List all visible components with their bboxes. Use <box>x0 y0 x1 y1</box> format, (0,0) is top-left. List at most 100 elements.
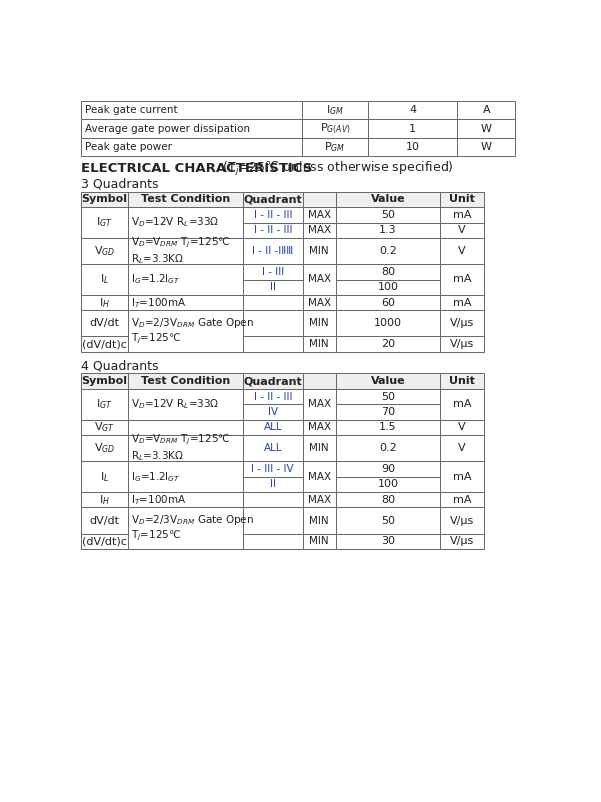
Bar <box>128 207 243 238</box>
Bar <box>303 533 335 549</box>
Text: 50: 50 <box>381 391 395 402</box>
Bar <box>243 404 303 419</box>
Text: Peak gate power: Peak gate power <box>85 142 172 152</box>
Text: 80: 80 <box>381 495 395 504</box>
Text: dV/dt: dV/dt <box>90 318 120 328</box>
Bar <box>335 207 440 222</box>
Bar <box>440 192 484 207</box>
Text: MIN: MIN <box>310 537 329 546</box>
Text: W: W <box>481 124 492 134</box>
Bar <box>440 337 484 352</box>
Bar <box>303 310 335 337</box>
Bar <box>303 419 335 435</box>
Bar <box>335 222 440 238</box>
Bar <box>128 295 243 310</box>
Bar <box>243 238 303 264</box>
Bar <box>243 310 303 337</box>
Text: ALL: ALL <box>263 423 282 432</box>
Text: 60: 60 <box>381 298 395 308</box>
Text: 20: 20 <box>381 339 395 349</box>
Text: 70: 70 <box>381 407 395 417</box>
Bar <box>303 461 335 492</box>
Text: V: V <box>458 444 466 453</box>
Text: 0.2: 0.2 <box>379 444 397 453</box>
Text: 1.5: 1.5 <box>379 423 397 432</box>
Text: V/μs: V/μs <box>450 516 474 525</box>
Text: MIN: MIN <box>310 246 329 256</box>
Bar <box>81 238 128 264</box>
Bar <box>303 389 335 419</box>
Text: dV/dt: dV/dt <box>90 516 120 525</box>
Bar <box>440 207 484 222</box>
Text: MIN: MIN <box>310 339 329 349</box>
Text: V$_D$=12V R$_L$=33Ω: V$_D$=12V R$_L$=33Ω <box>131 216 219 229</box>
Text: I$_L$: I$_L$ <box>100 470 109 484</box>
Text: V$_D$=V$_{DRM}$ T$_j$=125℃
R$_L$=3.3KΩ: V$_D$=V$_{DRM}$ T$_j$=125℃ R$_L$=3.3KΩ <box>131 433 231 464</box>
Text: Symbol: Symbol <box>82 194 127 205</box>
Bar <box>81 119 302 138</box>
Bar <box>81 419 128 435</box>
Bar <box>81 192 128 207</box>
Text: Unit: Unit <box>449 376 475 386</box>
Text: II: II <box>270 480 276 489</box>
Text: MAX: MAX <box>308 423 331 432</box>
Text: Quadrant: Quadrant <box>243 376 302 386</box>
Text: MAX: MAX <box>308 472 331 482</box>
Bar <box>335 435 440 461</box>
Bar <box>128 492 243 508</box>
Text: V$_D$=V$_{DRM}$ T$_j$=125℃
R$_L$=3.3KΩ: V$_D$=V$_{DRM}$ T$_j$=125℃ R$_L$=3.3KΩ <box>131 236 231 266</box>
Text: V$_D$=2/3V$_{DRM}$ Gate Open
T$_j$=125℃: V$_D$=2/3V$_{DRM}$ Gate Open T$_j$=125℃ <box>131 513 254 544</box>
Text: Symbol: Symbol <box>82 376 127 386</box>
Bar <box>243 337 303 352</box>
Text: 10: 10 <box>406 142 419 152</box>
Bar <box>128 192 243 207</box>
Text: V: V <box>458 246 466 256</box>
Text: Quadrant: Quadrant <box>243 194 302 205</box>
Text: A: A <box>483 105 490 115</box>
Text: Unit: Unit <box>449 194 475 205</box>
Text: MAX: MAX <box>308 495 331 504</box>
Bar <box>243 192 303 207</box>
Bar <box>440 238 484 264</box>
Text: 50: 50 <box>381 516 395 525</box>
Bar <box>81 295 128 310</box>
Text: MAX: MAX <box>308 298 331 308</box>
Bar <box>440 492 484 508</box>
Bar <box>335 476 440 492</box>
Bar <box>81 138 302 156</box>
Bar <box>335 295 440 310</box>
Bar <box>303 192 335 207</box>
Bar <box>243 419 303 435</box>
Bar <box>440 435 484 461</box>
Bar <box>128 389 243 419</box>
Bar <box>81 374 128 389</box>
Bar <box>335 192 440 207</box>
Bar <box>243 222 303 238</box>
Text: V: V <box>458 423 466 432</box>
Text: V$_D$=12V R$_L$=33Ω: V$_D$=12V R$_L$=33Ω <box>131 397 219 411</box>
Text: Peak gate current: Peak gate current <box>85 105 178 115</box>
Bar <box>440 461 484 492</box>
Bar <box>243 264 303 280</box>
Bar <box>440 222 484 238</box>
Text: I$_G$=1.2I$_{GT}$: I$_G$=1.2I$_{GT}$ <box>131 470 180 484</box>
Bar <box>440 389 484 419</box>
Bar <box>335 389 440 404</box>
Text: (dV/dt)c: (dV/dt)c <box>82 537 127 546</box>
Text: Value: Value <box>371 376 405 386</box>
Text: mA: mA <box>453 399 471 409</box>
Text: W: W <box>481 142 492 152</box>
Text: I - II - III: I - II - III <box>254 225 292 235</box>
Bar <box>335 337 440 352</box>
Text: mA: mA <box>453 274 471 285</box>
Text: I$_H$: I$_H$ <box>99 492 110 507</box>
Text: I$_{GM}$: I$_{GM}$ <box>326 103 344 117</box>
Bar <box>303 492 335 508</box>
Text: MAX: MAX <box>308 225 331 235</box>
Bar <box>81 207 128 238</box>
Text: V$_D$=2/3V$_{DRM}$ Gate Open
T$_j$=125℃: V$_D$=2/3V$_{DRM}$ Gate Open T$_j$=125℃ <box>131 316 254 346</box>
Bar <box>335 404 440 419</box>
Bar <box>243 295 303 310</box>
Bar <box>302 119 368 138</box>
Bar <box>440 419 484 435</box>
